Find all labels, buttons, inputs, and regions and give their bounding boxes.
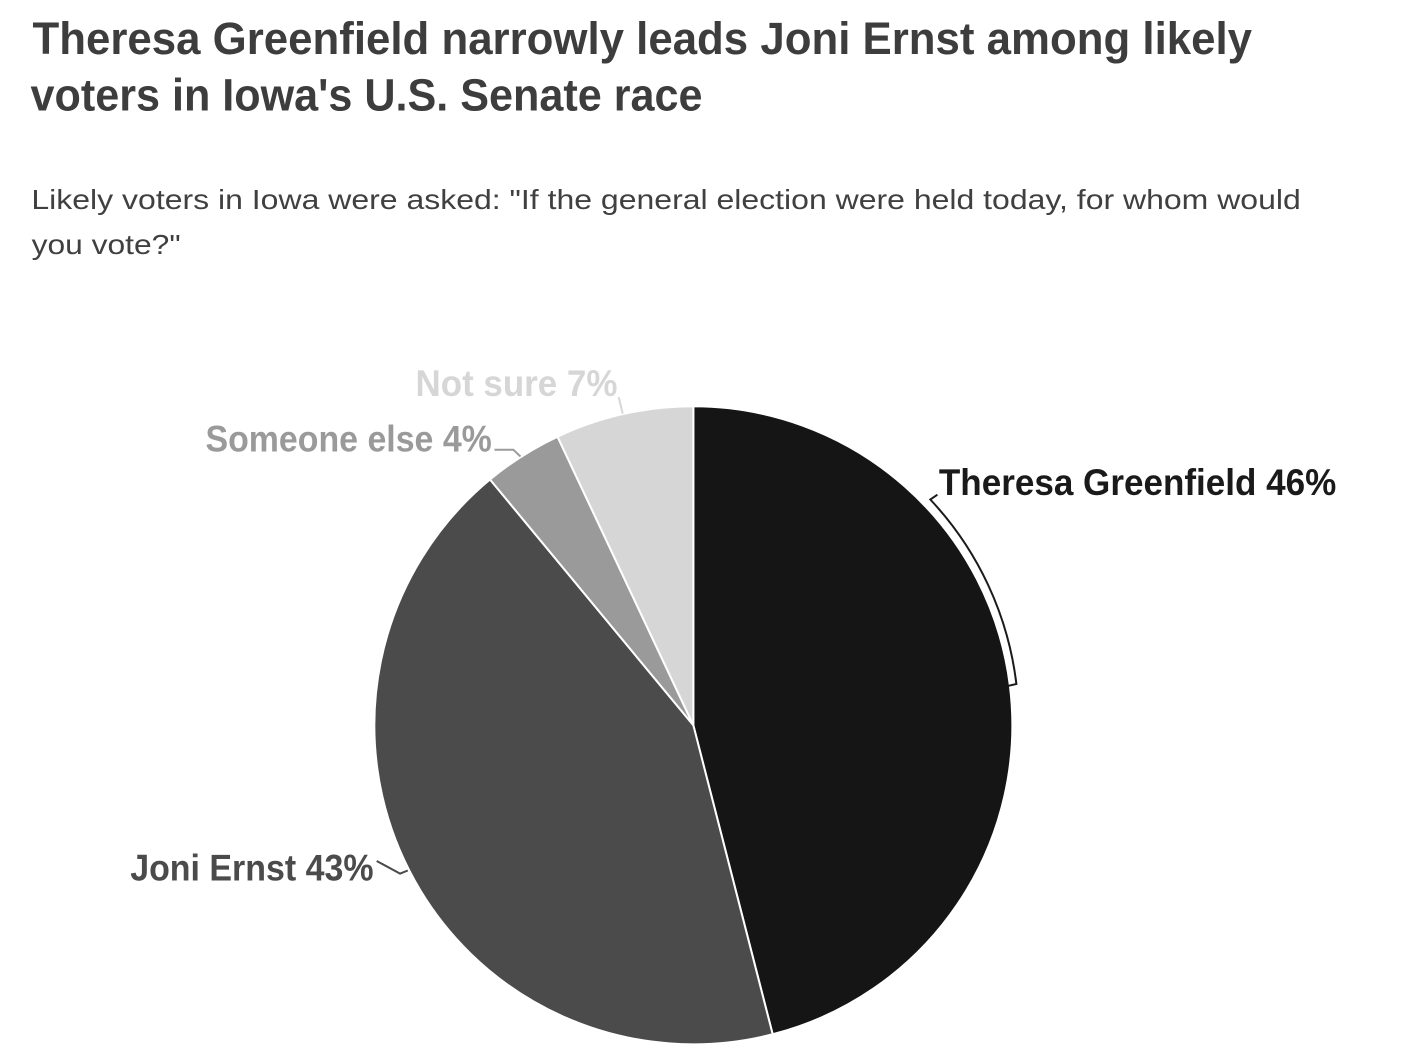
svg-text:you vote?": you vote?" [32,229,181,260]
svg-text:Theresa Greenfield 46%: Theresa Greenfield 46% [939,462,1336,503]
svg-text:Theresa Greenfield narrowly le: Theresa Greenfield narrowly leads Joni E… [33,13,1253,64]
svg-text:voters in Iowa's U.S. Senate r: voters in Iowa's U.S. Senate race [31,69,703,120]
svg-text:Someone else 4%: Someone else 4% [206,419,492,460]
svg-text:Likely voters in Iowa were ask: Likely voters in Iowa were asked: "If th… [31,184,1300,215]
svg-text:Not sure 7%: Not sure 7% [416,363,618,404]
svg-text:Joni Ernst 43%: Joni Ernst 43% [130,848,373,889]
